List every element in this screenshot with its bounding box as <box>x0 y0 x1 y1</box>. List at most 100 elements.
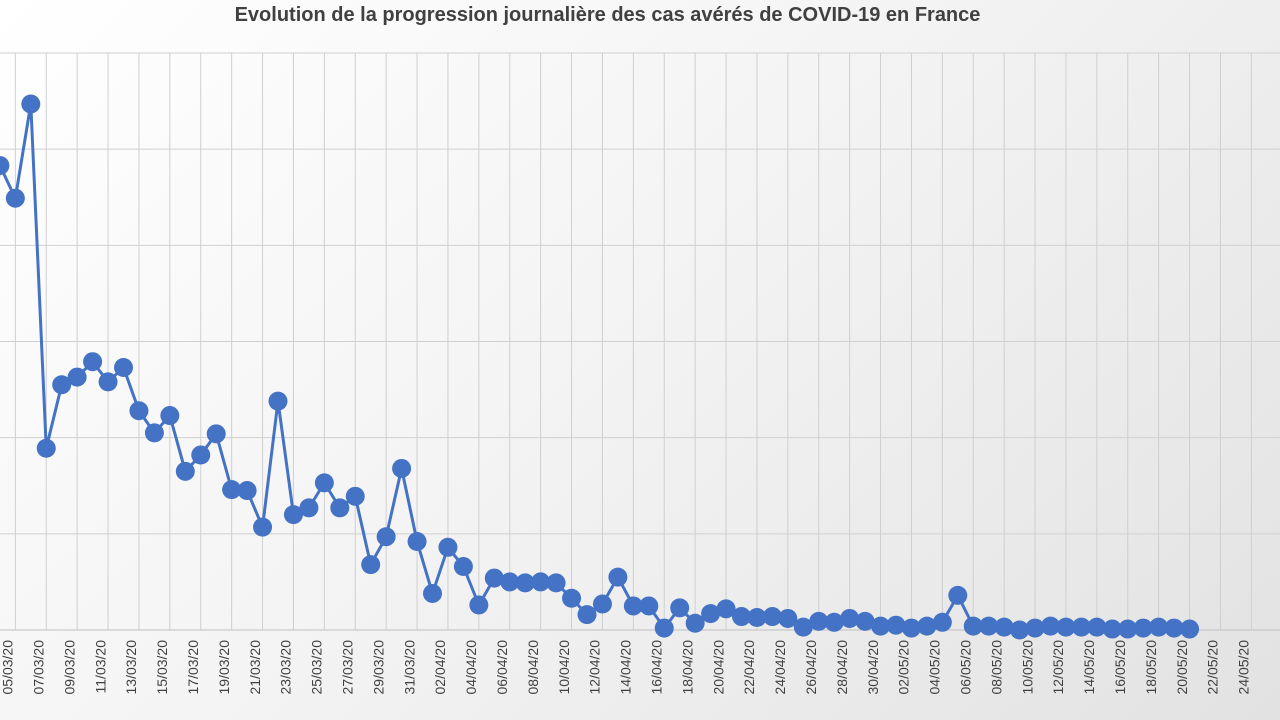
data-point <box>701 604 721 624</box>
x-tick-label: 16/04/20 <box>649 640 665 695</box>
data-point <box>484 568 504 588</box>
x-tick-label: 12/04/20 <box>587 640 603 695</box>
series-line <box>0 102 1190 632</box>
data-point <box>948 585 968 605</box>
x-tick-label: 22/05/20 <box>1205 640 1221 695</box>
data-point <box>191 445 211 465</box>
x-tick-label: 31/03/20 <box>401 640 417 695</box>
data-point <box>685 613 705 633</box>
data-point <box>129 401 149 421</box>
x-tick-label: 08/04/20 <box>525 640 541 695</box>
x-tick-label: 10/05/20 <box>1019 640 1035 695</box>
x-tick-label: 25/03/20 <box>309 640 325 695</box>
x-tick-label: 02/04/20 <box>432 640 448 695</box>
data-point <box>793 617 813 637</box>
x-tick-label: 10/04/20 <box>556 640 572 695</box>
data-point <box>716 599 736 619</box>
x-tick-label: 26/04/20 <box>803 640 819 695</box>
data-point <box>52 375 72 395</box>
data-point <box>670 598 690 618</box>
x-tick-label: 05/03/20 <box>0 640 16 695</box>
x-tick-label: 29/03/20 <box>370 640 386 695</box>
data-point <box>747 607 767 627</box>
data-point <box>0 156 10 176</box>
data-point <box>83 352 103 372</box>
x-tick-label: 24/05/20 <box>1236 640 1252 695</box>
data-point <box>1102 619 1122 639</box>
x-tick-label: 20/04/20 <box>710 640 726 695</box>
x-tick-label: 14/05/20 <box>1081 640 1097 695</box>
data-point <box>608 567 628 587</box>
x-tick-label: 12/05/20 <box>1050 640 1066 695</box>
x-tick-label: 19/03/20 <box>216 640 232 695</box>
grid-lines <box>0 52 1280 630</box>
data-point <box>453 557 473 577</box>
x-tick-label: 04/04/20 <box>463 640 479 695</box>
data-point <box>932 612 952 632</box>
data-point <box>1180 619 1200 639</box>
data-point <box>469 595 489 615</box>
data-point <box>438 537 458 557</box>
x-tick-label: 11/03/20 <box>92 640 108 694</box>
x-tick-label: 16/05/20 <box>1112 640 1128 695</box>
data-point <box>732 607 751 627</box>
x-tick-label: 21/03/20 <box>247 640 263 695</box>
data-point <box>531 572 551 592</box>
chart-title: Evolution de la progression journalière … <box>234 4 981 26</box>
x-tick-label: 18/04/20 <box>679 640 695 695</box>
data-point <box>500 572 520 592</box>
data-points <box>0 94 1200 640</box>
data-point <box>1149 617 1169 637</box>
data-point <box>1041 616 1060 636</box>
x-tick-label: 08/05/20 <box>988 640 1004 695</box>
data-point <box>5 188 25 208</box>
data-point <box>114 357 133 377</box>
data-point <box>1056 617 1076 637</box>
x-tick-label: 06/04/20 <box>494 640 510 695</box>
x-tick-label: 15/03/20 <box>154 640 170 695</box>
data-point <box>237 481 257 501</box>
x-tick-label: 02/05/20 <box>896 640 912 695</box>
x-tick-label: 23/03/20 <box>278 640 294 695</box>
data-point <box>1025 618 1045 638</box>
data-point <box>299 498 319 518</box>
x-tick-label: 06/05/20 <box>958 640 974 695</box>
x-tick-label: 04/05/20 <box>927 640 943 695</box>
x-tick-label: 14/04/20 <box>618 640 634 695</box>
data-point <box>175 461 195 481</box>
data-point <box>160 406 180 426</box>
data-point <box>423 583 442 603</box>
data-point <box>963 616 983 636</box>
data-point <box>840 608 860 628</box>
data-point <box>901 618 921 638</box>
data-point <box>376 527 396 547</box>
data-point <box>577 605 597 625</box>
data-point <box>1071 617 1091 637</box>
data-point <box>330 498 350 518</box>
data-point <box>206 424 226 444</box>
data-point <box>144 423 164 443</box>
data-point <box>778 608 798 628</box>
data-point <box>253 517 273 537</box>
x-tick-label: 20/05/20 <box>1174 640 1190 695</box>
data-point <box>21 94 41 114</box>
data-point <box>268 391 288 411</box>
x-tick-label: 09/03/20 <box>61 640 77 695</box>
data-point <box>1087 617 1107 637</box>
data-point <box>623 596 643 616</box>
data-point <box>222 480 242 500</box>
x-tick-labels: 05/03/20 07/03/20 09/03/20 11/03/20 13/03/20… <box>0 640 1252 695</box>
data-point <box>1118 619 1138 639</box>
data-point <box>654 618 674 638</box>
data-point <box>1010 620 1030 640</box>
data-point <box>809 611 829 631</box>
x-tick-label: 27/03/20 <box>340 640 356 695</box>
data-point <box>592 594 612 614</box>
data-point <box>1164 618 1184 638</box>
x-tick-label: 07/03/20 <box>31 640 47 695</box>
data-point <box>562 588 582 608</box>
data-point <box>515 573 535 593</box>
data-point <box>994 617 1014 637</box>
data-point <box>546 573 566 593</box>
